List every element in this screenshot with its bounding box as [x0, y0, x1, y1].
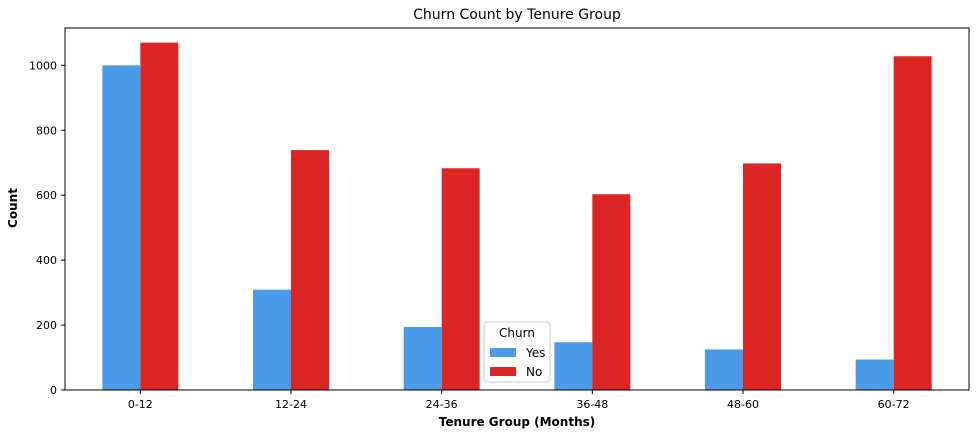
y-tick-label-800: 800	[36, 124, 57, 137]
bar-no-24-36	[441, 168, 480, 390]
bar-yes-60-72	[855, 359, 894, 390]
bar-no-12-24	[291, 150, 329, 390]
legend-swatch-no	[490, 367, 516, 376]
x-tick-label-24-36: 24-36	[426, 398, 458, 411]
bar-yes-0-12	[102, 65, 141, 390]
x-tick-label-12-24: 12-24	[275, 398, 307, 411]
legend-label-yes: Yes	[525, 346, 545, 360]
x-tick-label-60-72: 60-72	[878, 398, 910, 411]
x-tick-label-0-12: 0-12	[128, 398, 153, 411]
bars-group	[102, 42, 932, 391]
x-axis: 0-12 12-24 24-36 36-48 48-60 60-72	[128, 390, 910, 411]
x-axis-label: Tenure Group (Months)	[439, 415, 596, 429]
legend: Churn Yes No	[483, 321, 551, 383]
bar-yes-48-60	[705, 349, 743, 390]
y-tick-label-0: 0	[50, 384, 57, 397]
bar-yes-24-36	[403, 327, 442, 390]
y-tick-label-200: 200	[36, 319, 57, 332]
y-axis: 0 200 400 600 800 1000	[29, 59, 65, 397]
y-tick-label-1000: 1000	[29, 59, 57, 72]
legend-title: Churn	[499, 326, 535, 340]
bar-no-0-12	[140, 42, 179, 391]
x-tick-label-48-60: 48-60	[727, 398, 759, 411]
y-axis-label: Count	[6, 188, 20, 228]
legend-swatch-yes	[490, 348, 516, 357]
y-tick-label-400: 400	[36, 254, 57, 267]
bar-no-48-60	[743, 163, 781, 390]
y-tick-label-600: 600	[36, 189, 57, 202]
bar-yes-36-48	[554, 342, 593, 390]
plot-frame	[64, 27, 970, 391]
x-tick-label-36-48: 36-48	[576, 398, 608, 411]
bar-no-60-72	[893, 56, 932, 391]
chart-title: Churn Count by Tenure Group	[413, 7, 621, 23]
bar-no-36-48	[592, 194, 631, 390]
bar-yes-12-24	[253, 289, 291, 390]
legend-label-no: No	[526, 365, 542, 379]
